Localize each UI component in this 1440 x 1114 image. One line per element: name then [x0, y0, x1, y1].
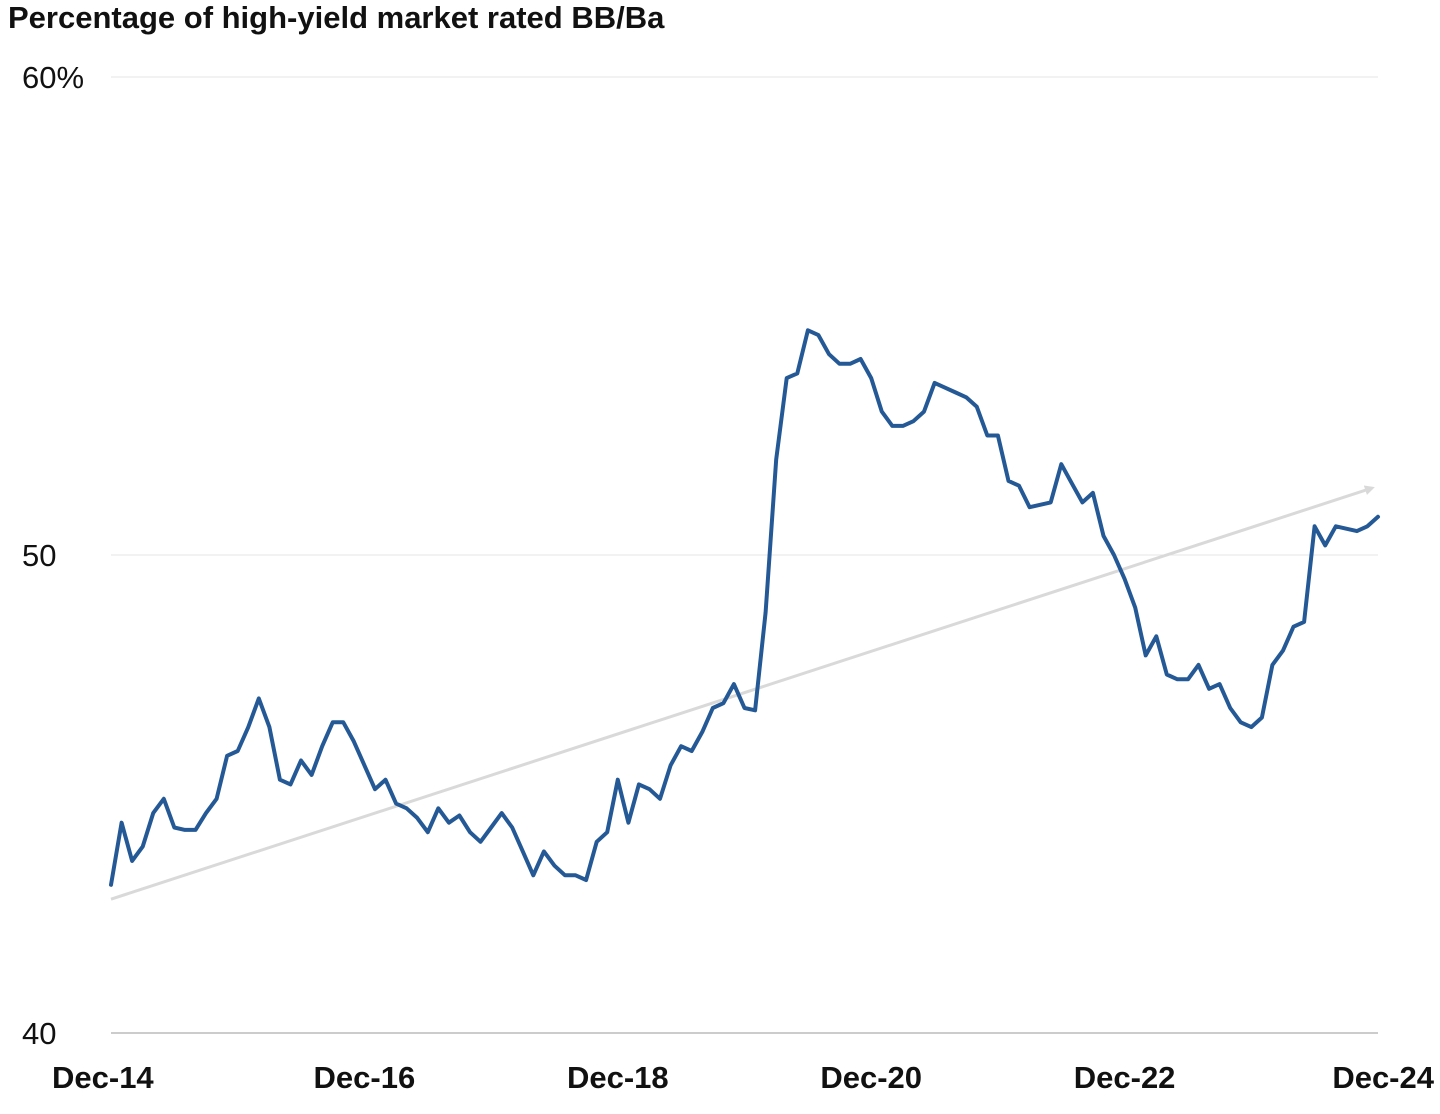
- x-tick-label-dec-18: Dec-18: [567, 1060, 669, 1095]
- y-tick-label-50: 50: [22, 538, 56, 573]
- x-tick-label-dec-22: Dec-22: [1074, 1060, 1176, 1095]
- chart-title: Percentage of high-yield market rated BB…: [8, 0, 665, 35]
- trendline-arrow: [110, 485, 1375, 901]
- y-tick-label-60: 60%: [22, 60, 84, 95]
- y-tick-label-40: 40: [22, 1016, 56, 1051]
- x-tick-label-dec-14: Dec-14: [52, 1060, 154, 1095]
- x-tick-label-dec-16: Dec-16: [314, 1060, 416, 1095]
- x-tick-label-dec-24: Dec-24: [1332, 1060, 1434, 1095]
- series-line-bb-ba-share: [109, 328, 1380, 887]
- x-tick-label-dec-20: Dec-20: [820, 1060, 922, 1095]
